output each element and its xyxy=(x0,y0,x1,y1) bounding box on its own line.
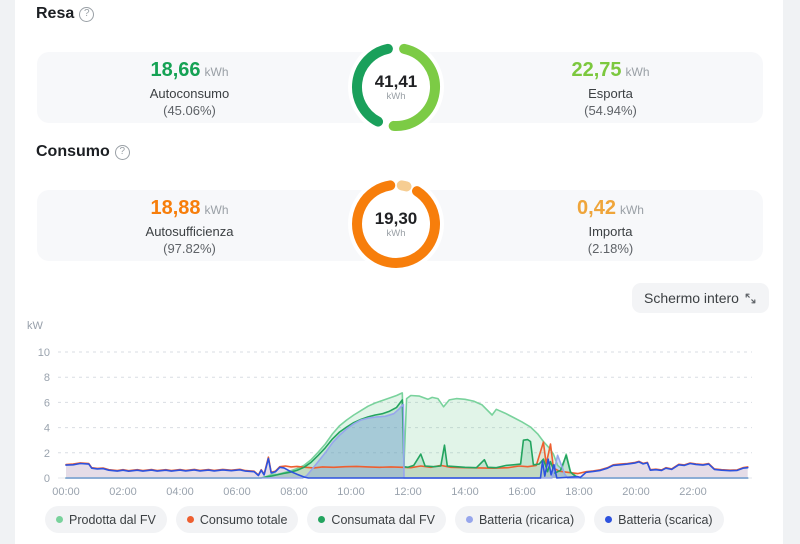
resa-esporta-value-row: 22,75 kWh xyxy=(458,59,763,84)
consumo-donut-ring xyxy=(348,176,444,272)
consumo-autosufficienza-label: Autosufficienza xyxy=(145,223,234,239)
power-timeseries-chart[interactable]: 0 2 4 6 8 10 00:00 02:00 04:00 06:00 08:00 10:00 12:… xyxy=(0,318,800,508)
resa-total-value: 41,41 xyxy=(374,71,418,91)
resa-esporta-stat: 22,75 kWh Esporta (54.94%) xyxy=(458,57,763,119)
batteria-ricarica-dot-icon xyxy=(465,516,473,523)
resa-autoconsumo-value: 18,66 xyxy=(150,58,201,81)
resa-section-title: Resa ? xyxy=(36,5,95,23)
svg-text:10:00: 10:00 xyxy=(337,486,365,498)
svg-text:20:00: 20:00 xyxy=(622,486,650,498)
resa-help-icon[interactable]: ? xyxy=(79,6,95,22)
resa-donut-chart: 41,41 kWh xyxy=(341,32,451,142)
legend-item-batteria-ricarica[interactable]: Batteria (ricarica) xyxy=(454,506,586,533)
legend-label: Batteria (scarica) xyxy=(618,512,713,527)
consumo-importa-pct: (2.18%) xyxy=(587,240,634,256)
legend-item-consumata-dal-fv[interactable]: Consumata dal FV xyxy=(307,506,446,533)
svg-text:00:00: 00:00 xyxy=(52,486,80,498)
svg-text:16:00: 16:00 xyxy=(508,486,536,498)
svg-text:02:00: 02:00 xyxy=(109,486,137,498)
legend-label: Prodotta dal FV xyxy=(69,512,156,527)
resa-total-unit: kWh xyxy=(386,90,406,102)
svg-text:06:00: 06:00 xyxy=(223,486,251,498)
consumo-autosufficienza-value: 18,88 xyxy=(150,196,201,219)
resa-autoconsumo-stat: 18,66 kWh Autoconsumo (45.06%) xyxy=(37,57,342,119)
svg-text:04:00: 04:00 xyxy=(166,486,194,498)
expand-arrows-icon xyxy=(744,292,757,305)
right-page-gutter xyxy=(783,0,800,544)
consumata-dal-fv-dot-icon xyxy=(318,516,326,523)
svg-text:0: 0 xyxy=(44,473,50,485)
prodotta-dal-fv-dot-icon xyxy=(56,516,63,523)
legend-item-consumo-totale[interactable]: Consumo totale xyxy=(175,506,299,533)
consumo-help-icon[interactable]: ? xyxy=(114,144,130,160)
resa-esporta-pct: (54.94%) xyxy=(584,102,637,118)
svg-text:4: 4 xyxy=(44,423,50,435)
consumo-autosufficienza-pct: (97.82%) xyxy=(163,240,216,256)
svg-text:8: 8 xyxy=(44,372,50,384)
consumo-autosufficienza-unit: kWh xyxy=(204,202,229,217)
svg-text:14:00: 14:00 xyxy=(451,486,479,498)
fullscreen-button[interactable]: Schermo intero xyxy=(632,283,769,313)
legend-label: Consumo totale xyxy=(199,512,288,527)
consumo-donut-center: 19,30 kWh xyxy=(341,169,451,279)
consumo-title-text: Consumo xyxy=(36,143,110,160)
batteria-scarica-dot-icon xyxy=(605,516,613,523)
chart-legend: Prodotta dal FV Consumo totale Consumata… xyxy=(45,506,724,533)
consumo-section-title: Consumo ? xyxy=(36,143,130,161)
resa-esporta-value: 22,75 xyxy=(571,58,622,81)
svg-text:10: 10 xyxy=(38,347,50,359)
svg-text:08:00: 08:00 xyxy=(280,486,308,498)
legend-item-prodotta-dal-fv[interactable]: Prodotta dal FV xyxy=(45,506,167,533)
consumo-importa-value-row: 0,42 kWh xyxy=(458,197,763,222)
y-axis-unit-label: kW xyxy=(27,320,43,332)
consumo-importa-unit: kWh xyxy=(619,202,644,217)
consumo-importa-label: Importa xyxy=(588,223,633,239)
resa-esporta-unit: kWh xyxy=(625,64,650,79)
consumo-total-value: 19,30 xyxy=(374,208,418,228)
consumo-autosufficienza-stat: 18,88 kWh Autosufficienza (97.82%) xyxy=(37,195,342,257)
resa-esporta-label: Esporta xyxy=(588,85,633,101)
svg-text:2: 2 xyxy=(44,448,50,460)
legend-item-batteria-scarica[interactable]: Batteria (scarica) xyxy=(594,506,724,533)
resa-autoconsumo-unit: kWh xyxy=(204,64,229,79)
legend-label: Consumata dal FV xyxy=(331,512,435,527)
legend-label: Batteria (ricarica) xyxy=(478,512,575,527)
resa-autoconsumo-label: Autoconsumo xyxy=(149,85,230,101)
svg-text:12:00: 12:00 xyxy=(394,486,422,498)
left-page-gutter xyxy=(0,0,15,544)
resa-autoconsumo-value-row: 18,66 kWh xyxy=(37,59,342,84)
consumo-donut-chart: 19,30 kWh xyxy=(341,169,451,279)
svg-text:18:00: 18:00 xyxy=(565,486,593,498)
consumo-total-unit: kWh xyxy=(386,227,406,239)
consumo-autosufficienza-value-row: 18,88 kWh xyxy=(37,197,342,222)
consumo-totale-dot-icon xyxy=(186,516,194,523)
svg-text:22:00: 22:00 xyxy=(679,486,707,498)
consumo-importa-value: 0,42 xyxy=(577,196,616,219)
resa-autoconsumo-pct: (45.06%) xyxy=(163,102,216,118)
fullscreen-button-label: Schermo intero xyxy=(644,290,739,306)
resa-title-text: Resa xyxy=(36,5,75,22)
svg-text:6: 6 xyxy=(44,397,50,409)
resa-donut-center: 41,41 kWh xyxy=(341,32,451,142)
resa-donut-ring xyxy=(348,39,444,135)
consumo-importa-stat: 0,42 kWh Importa (2.18%) xyxy=(458,195,763,257)
